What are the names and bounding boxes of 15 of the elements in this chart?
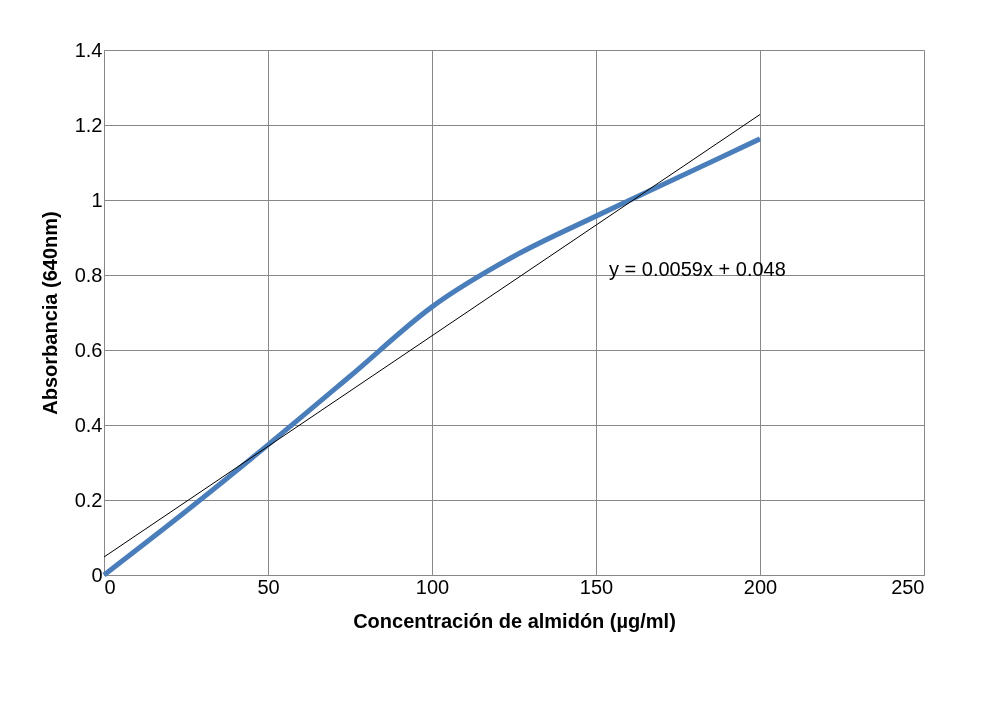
y-axis-title: Absorbancia (640nm) bbox=[38, 211, 61, 415]
y-tick-label: 0.2 bbox=[74, 488, 103, 511]
y-tick-label: 0.8 bbox=[74, 263, 103, 286]
y-tick-label: 1.4 bbox=[74, 38, 103, 61]
x-tick-label: 250 bbox=[891, 575, 925, 598]
y-tick-label: 0.6 bbox=[74, 338, 103, 361]
x-tick-label: 100 bbox=[415, 575, 450, 598]
y-tick-label: 1.2 bbox=[74, 113, 103, 136]
x-tick-label: 50 bbox=[257, 575, 280, 598]
y-tick-label: 0.4 bbox=[74, 413, 103, 436]
y-tick-label: 1 bbox=[91, 188, 103, 211]
annotation: y = 0.0059x + 0.048 bbox=[609, 258, 786, 280]
x-tick-label: 150 bbox=[579, 575, 614, 598]
x-tick-label: 200 bbox=[743, 575, 778, 598]
x-axis-title: Concentración de almidón (µg/ml) bbox=[353, 609, 676, 632]
